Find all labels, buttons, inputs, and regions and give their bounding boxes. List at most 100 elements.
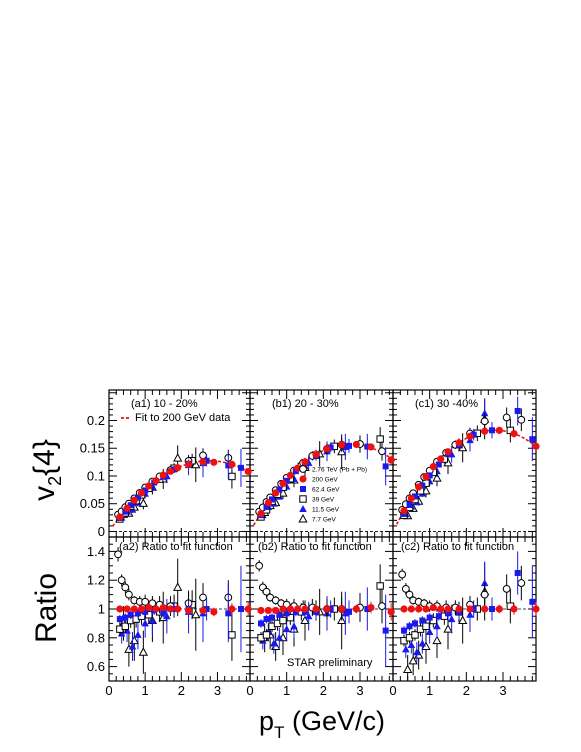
- legend-marker: [299, 505, 307, 512]
- y-tick-label-top: 0.2: [87, 413, 105, 428]
- data-point: [418, 639, 427, 647]
- data-point: [138, 498, 148, 507]
- data-point: [304, 612, 313, 620]
- panel-frames: [108, 389, 537, 682]
- data-point: [244, 605, 252, 613]
- data-point: [279, 605, 287, 613]
- data-point: [279, 616, 287, 625]
- data-point: [437, 455, 445, 463]
- data-point: [210, 608, 218, 616]
- data-point: [378, 602, 386, 611]
- y-tick-label-bottom: 0.8: [87, 630, 105, 645]
- data-point: [352, 605, 360, 613]
- data-point: [300, 615, 310, 625]
- panel-label-bottom: (a2) Ratio to fit function: [119, 541, 233, 553]
- data-point: [412, 493, 418, 500]
- data-point: [435, 613, 442, 620]
- x-tick-label: 0: [389, 683, 396, 698]
- data-point: [346, 608, 352, 615]
- legend-marker: [299, 495, 307, 503]
- data-point: [191, 609, 201, 619]
- data-point: [480, 579, 489, 587]
- data-point: [502, 413, 511, 422]
- data-point: [433, 622, 441, 630]
- data-point: [437, 605, 445, 613]
- data-point: [148, 616, 157, 624]
- panel-label-top: (b1) 20 - 30%: [272, 398, 339, 410]
- fit-curve: [395, 429, 537, 525]
- data-point: [286, 605, 294, 613]
- data-point: [402, 645, 410, 653]
- data-point: [367, 603, 375, 612]
- data-point: [481, 605, 489, 613]
- data-point: [199, 451, 207, 460]
- data-point: [422, 605, 430, 613]
- data-point: [411, 631, 419, 639]
- data-point: [489, 427, 495, 434]
- panel-labels: 0 1 2 3 (a1) 10 - 20% (a2) Ratio to fit funct…: [80, 398, 514, 698]
- data-point: [130, 605, 138, 613]
- data-point: [203, 457, 210, 464]
- data-point: [435, 461, 442, 468]
- data-point: [276, 611, 283, 618]
- data-point: [210, 458, 218, 466]
- data-point: [382, 627, 389, 634]
- data-point: [174, 464, 182, 472]
- data-point: [173, 453, 183, 462]
- data-point: [323, 445, 331, 453]
- data-point: [166, 605, 175, 613]
- data-point: [142, 608, 149, 615]
- data-point: [122, 614, 129, 621]
- data-point: [376, 582, 384, 590]
- legend-marker: [299, 475, 307, 483]
- data-point: [276, 486, 283, 493]
- data-point: [387, 608, 395, 616]
- data-point: [401, 584, 410, 593]
- y-tick-label-top: 0.15: [80, 441, 105, 456]
- data-point: [407, 641, 416, 648]
- preliminary-label: STAR preliminary: [287, 657, 373, 669]
- data-point: [159, 471, 167, 479]
- data-point: [367, 443, 375, 451]
- data-point: [510, 430, 518, 438]
- data-point: [480, 409, 489, 417]
- data-point: [237, 464, 244, 471]
- data-point: [514, 407, 521, 414]
- data-point: [123, 504, 131, 512]
- x-tick-label: 2: [178, 683, 185, 698]
- data-point: [282, 625, 291, 633]
- data-point: [312, 605, 320, 613]
- panel-label-top: (c1) 30 -40%: [415, 398, 478, 410]
- data-point: [419, 617, 426, 624]
- data-point: [184, 460, 193, 469]
- data-point: [127, 611, 134, 618]
- data-point: [458, 615, 468, 625]
- data-point: [489, 606, 495, 612]
- data-point: [199, 458, 207, 466]
- data-point: [517, 415, 526, 424]
- data-point: [228, 631, 236, 639]
- data-point: [225, 462, 232, 469]
- data-point: [301, 605, 309, 613]
- data-point: [364, 606, 371, 612]
- data-point: [466, 432, 474, 440]
- data-point: [123, 605, 131, 613]
- data-point: [171, 466, 178, 473]
- data-point: [272, 606, 280, 615]
- data-point: [116, 605, 124, 613]
- data-point: [401, 627, 407, 634]
- data-point: [225, 610, 232, 617]
- data-point: [422, 622, 430, 630]
- data-point: [382, 463, 389, 470]
- data-point: [262, 631, 271, 639]
- data-point: [283, 610, 290, 617]
- data-point: [286, 471, 294, 479]
- data-point: [122, 508, 129, 515]
- data-point: [426, 472, 433, 479]
- x-tick-label: 1: [426, 683, 433, 698]
- data-point: [510, 605, 518, 613]
- y-tick-label-bottom: 1: [98, 602, 105, 617]
- data-point: [425, 628, 434, 636]
- data-point: [532, 442, 540, 450]
- y-tick-label-bottom: 1.2: [87, 573, 105, 588]
